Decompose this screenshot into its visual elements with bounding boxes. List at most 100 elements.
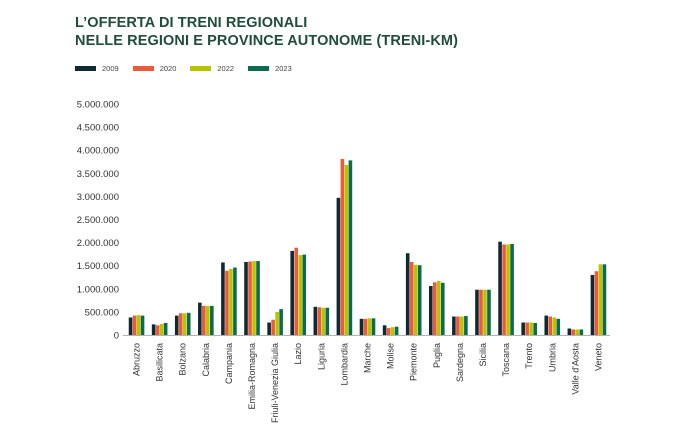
bar-2009: [221, 262, 225, 335]
bar-2020: [525, 322, 529, 335]
x-tick-label: Emilia-Romagna: [247, 343, 257, 410]
bar-2023: [440, 282, 445, 335]
bar-2020: [386, 328, 391, 335]
x-tick-label: Liguria: [316, 343, 326, 370]
bar-2020: [363, 318, 368, 335]
bar-2022: [506, 244, 510, 335]
legend-swatch-2009: [75, 66, 96, 71]
legend-swatch-2020: [132, 66, 154, 71]
x-tick-label: Puglia: [432, 343, 442, 368]
legend-item-2023: 2023: [248, 64, 292, 73]
bar-2009: [382, 325, 387, 335]
bar-2022: [390, 327, 395, 335]
bar-2022: [275, 311, 279, 335]
bar-2020: [225, 270, 229, 335]
bar-2009: [521, 322, 525, 335]
bar-2020: [155, 325, 160, 335]
bar-2009: [428, 286, 433, 335]
bar-2023: [487, 289, 491, 335]
bar-2020: [456, 316, 460, 335]
x-tick-label: Molise: [386, 343, 396, 369]
bar-2023: [210, 305, 214, 335]
x-tick-label: Veneto: [593, 343, 603, 371]
bar-2022: [460, 316, 464, 335]
legend-item-2020: 2020: [132, 64, 177, 73]
x-tick-label: Calabria: [201, 343, 211, 377]
bar-2023: [556, 318, 561, 335]
bars: [128, 158, 607, 335]
x-tick-label: Umbria: [547, 343, 557, 372]
bar-2020: [271, 319, 275, 335]
bar-2009: [244, 262, 248, 335]
legend-item-2009: 2009: [75, 64, 119, 73]
bar-2009: [475, 289, 479, 335]
bar-2023: [163, 322, 168, 335]
bar-2009: [567, 328, 572, 335]
bar-2020: [479, 289, 483, 335]
x-tick-label: Friuli-Venezia Giulia: [270, 343, 280, 423]
bar-2023: [394, 326, 399, 335]
chart-title: L’OFFERTA DI TRENI REGIONALI NELLE REGIO…: [75, 14, 458, 50]
bar-2009: [198, 302, 202, 335]
legend: 2009 2020 2022 2023: [75, 64, 306, 73]
x-tick-label: Lombardia: [339, 343, 349, 386]
y-tick-label: 2.000.000: [77, 238, 119, 249]
bar-2023: [464, 316, 468, 335]
bar-2020: [432, 282, 437, 335]
y-tick-label: 3.500.000: [77, 169, 119, 180]
bar-2009: [290, 250, 295, 335]
bar-2020: [132, 315, 137, 335]
bar-2022: [367, 318, 372, 335]
x-tick-label: Toscana: [501, 343, 511, 377]
bar-2020: [571, 329, 576, 335]
bar-2022: [182, 313, 187, 335]
bar-2020: [248, 261, 252, 335]
bar-2022: [229, 268, 233, 335]
y-axis: 0 500.000 1.000.000 1.500.000 2.000.000 2.500…: [77, 100, 119, 342]
bar-2009: [313, 306, 318, 335]
y-tick-label: 5.000.000: [77, 100, 119, 111]
bar-2020: [502, 244, 506, 335]
bar-2023: [279, 309, 283, 335]
bar-2023: [417, 265, 422, 335]
legend-label-2020: 2020: [159, 64, 177, 73]
bar-2009: [359, 318, 364, 335]
y-tick-label: 3.000.000: [77, 192, 119, 203]
bar-2020: [409, 262, 414, 335]
x-tick-label: Piemonte: [409, 343, 419, 381]
y-tick-label: 2.500.000: [77, 215, 119, 226]
bar-2009: [336, 197, 341, 335]
bar-2023: [533, 322, 537, 335]
bar-2023: [233, 267, 237, 335]
y-tick-label: 500.000: [85, 307, 119, 318]
x-tick-label: Basilicata: [155, 343, 165, 382]
y-tick-label: 0: [114, 331, 119, 342]
y-tick-label: 1.500.000: [77, 261, 119, 272]
bar-2023: [325, 307, 330, 335]
bar-2009: [151, 324, 156, 335]
bar-2022: [298, 255, 303, 335]
bar-2023: [510, 243, 514, 335]
bar-2022: [598, 264, 603, 335]
x-tick-label: Trento: [524, 343, 534, 369]
bar-2009: [498, 241, 502, 335]
y-tick-label: 1.000.000: [77, 284, 119, 295]
bar-2022: [413, 264, 418, 335]
bar-2020: [178, 313, 183, 335]
bar-2023: [579, 329, 584, 335]
bar-2020: [317, 307, 322, 335]
x-tick-label: Sardegna: [455, 343, 465, 382]
bar-2022: [575, 329, 580, 335]
legend-swatch-2022: [190, 66, 212, 71]
bar-2022: [344, 164, 349, 335]
x-tick-label: Sicilia: [478, 343, 488, 367]
y-tick-label: 4.500.000: [77, 123, 119, 134]
bar-2020: [340, 158, 345, 335]
legend-swatch-2023: [248, 66, 270, 71]
bar-2022: [529, 322, 533, 335]
bar-2009: [544, 315, 549, 335]
bar-2009: [267, 322, 271, 335]
x-tick-label: Marche: [363, 343, 373, 373]
bar-2009: [405, 253, 410, 335]
